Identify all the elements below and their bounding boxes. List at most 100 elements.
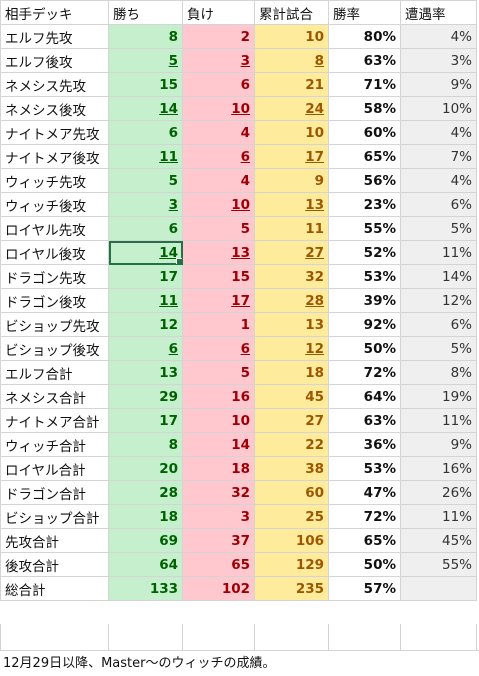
encounter-rate-cell[interactable]: 5% <box>400 336 477 361</box>
win-rate-cell[interactable]: 56% <box>328 168 401 193</box>
deck-name-cell[interactable]: ビショップ合計 <box>0 504 109 529</box>
wins-cell[interactable]: 8 <box>108 432 183 457</box>
wins-cell[interactable]: 13 <box>108 360 183 385</box>
losses-cell[interactable]: 6 <box>182 144 255 169</box>
total-cell[interactable]: 9 <box>254 168 329 193</box>
win-rate-cell[interactable]: 65% <box>328 528 401 553</box>
total-cell[interactable]: 17 <box>254 144 329 169</box>
total-cell[interactable]: 28 <box>254 288 329 313</box>
total-cell[interactable]: 22 <box>254 432 329 457</box>
wins-cell[interactable]: 17 <box>108 408 183 433</box>
wins-cell[interactable]: 5 <box>108 168 183 193</box>
deck-name-cell[interactable]: ナイトメア先攻 <box>0 120 109 145</box>
deck-name-cell[interactable]: ドラゴン後攻 <box>0 288 109 313</box>
wins-cell[interactable]: 6 <box>108 216 183 241</box>
encounter-rate-cell[interactable]: 8% <box>400 360 477 385</box>
deck-name-cell[interactable]: ネメシス後攻 <box>0 96 109 121</box>
win-rate-cell[interactable]: 58% <box>328 96 401 121</box>
encounter-rate-cell[interactable]: 10% <box>400 96 477 121</box>
encounter-rate-cell[interactable]: 4% <box>400 24 477 49</box>
losses-cell[interactable]: 10 <box>182 408 255 433</box>
total-cell[interactable]: 45 <box>254 384 329 409</box>
wins-cell[interactable]: 28 <box>108 480 183 505</box>
win-rate-cell[interactable]: 50% <box>328 552 401 577</box>
deck-name-cell[interactable]: エルフ合計 <box>0 360 109 385</box>
losses-cell[interactable]: 4 <box>182 168 255 193</box>
deck-name-cell[interactable]: 後攻合計 <box>0 552 109 577</box>
encounter-rate-cell[interactable]: 4% <box>400 168 477 193</box>
total-cell[interactable]: 235 <box>254 576 329 601</box>
wins-cell[interactable]: 5 <box>108 48 183 73</box>
losses-cell[interactable]: 5 <box>182 360 255 385</box>
losses-cell[interactable]: 3 <box>182 504 255 529</box>
wins-cell[interactable]: 69 <box>108 528 183 553</box>
wins-cell[interactable]: 17 <box>108 264 183 289</box>
total-cell[interactable]: 25 <box>254 504 329 529</box>
win-rate-cell[interactable]: 52% <box>328 240 401 265</box>
win-rate-cell[interactable]: 80% <box>328 24 401 49</box>
losses-cell[interactable]: 32 <box>182 480 255 505</box>
losses-cell[interactable]: 17 <box>182 288 255 313</box>
win-rate-cell[interactable]: 64% <box>328 384 401 409</box>
encounter-rate-cell[interactable]: 6% <box>400 312 477 337</box>
losses-cell[interactable]: 13 <box>182 240 255 265</box>
encounter-rate-cell[interactable]: 19% <box>400 384 477 409</box>
encounter-rate-cell[interactable]: 4% <box>400 120 477 145</box>
encounter-rate-cell[interactable]: 11% <box>400 240 477 265</box>
wins-cell[interactable]: 133 <box>108 576 183 601</box>
header-cell-total[interactable]: 累計試合 <box>254 0 329 25</box>
total-cell[interactable]: 10 <box>254 24 329 49</box>
deck-name-cell[interactable]: 先攻合計 <box>0 528 109 553</box>
losses-cell[interactable]: 5 <box>182 216 255 241</box>
win-rate-cell[interactable]: 92% <box>328 312 401 337</box>
wins-cell[interactable]: 6 <box>108 120 183 145</box>
wins-cell[interactable]: 12 <box>108 312 183 337</box>
losses-cell[interactable]: 2 <box>182 24 255 49</box>
total-cell[interactable]: 21 <box>254 72 329 97</box>
total-cell[interactable]: 8 <box>254 48 329 73</box>
losses-cell[interactable]: 6 <box>182 336 255 361</box>
encounter-rate-cell[interactable]: 11% <box>400 504 477 529</box>
deck-name-cell[interactable]: エルフ後攻 <box>0 48 109 73</box>
win-rate-cell[interactable]: 60% <box>328 120 401 145</box>
wins-cell[interactable]: 8 <box>108 24 183 49</box>
win-rate-cell[interactable]: 50% <box>328 336 401 361</box>
losses-cell[interactable]: 1 <box>182 312 255 337</box>
wins-cell[interactable]: 14 <box>108 240 183 265</box>
wins-cell[interactable]: 15 <box>108 72 183 97</box>
deck-name-cell[interactable]: ドラゴン合計 <box>0 480 109 505</box>
deck-name-cell[interactable]: ネメシス合計 <box>0 384 109 409</box>
win-rate-cell[interactable]: 53% <box>328 456 401 481</box>
win-rate-cell[interactable]: 72% <box>328 360 401 385</box>
losses-cell[interactable]: 18 <box>182 456 255 481</box>
deck-name-cell[interactable]: ナイトメア合計 <box>0 408 109 433</box>
encounter-rate-cell[interactable]: 7% <box>400 144 477 169</box>
encounter-rate-cell[interactable]: 55% <box>400 552 477 577</box>
encounter-rate-cell[interactable]: 12% <box>400 288 477 313</box>
losses-cell[interactable]: 37 <box>182 528 255 553</box>
total-cell[interactable]: 12 <box>254 336 329 361</box>
total-cell[interactable]: 38 <box>254 456 329 481</box>
encounter-rate-cell[interactable]: 6% <box>400 192 477 217</box>
header-cell-encounter[interactable]: 遭遇率 <box>400 0 477 25</box>
encounter-rate-cell[interactable]: 11% <box>400 408 477 433</box>
losses-cell[interactable]: 14 <box>182 432 255 457</box>
deck-name-cell[interactable]: ビショップ後攻 <box>0 336 109 361</box>
deck-name-cell[interactable]: 総合計 <box>0 576 109 601</box>
encounter-rate-cell[interactable]: 3% <box>400 48 477 73</box>
header-cell-deck[interactable]: 相手デッキ <box>0 0 109 25</box>
deck-name-cell[interactable]: ドラゴン先攻 <box>0 264 109 289</box>
total-cell[interactable]: 13 <box>254 192 329 217</box>
total-cell[interactable]: 11 <box>254 216 329 241</box>
deck-name-cell[interactable]: ビショップ先攻 <box>0 312 109 337</box>
wins-cell[interactable]: 18 <box>108 504 183 529</box>
header-cell-losses[interactable]: 負け <box>182 0 255 25</box>
losses-cell[interactable]: 6 <box>182 72 255 97</box>
losses-cell[interactable]: 15 <box>182 264 255 289</box>
win-rate-cell[interactable]: 71% <box>328 72 401 97</box>
deck-name-cell[interactable]: ネメシス先攻 <box>0 72 109 97</box>
encounter-rate-cell[interactable]: 26% <box>400 480 477 505</box>
total-cell[interactable]: 32 <box>254 264 329 289</box>
note-cell[interactable]: 12月29日以降、Master〜のウィッチの成績。 <box>0 650 479 675</box>
deck-name-cell[interactable]: ウィッチ合計 <box>0 432 109 457</box>
